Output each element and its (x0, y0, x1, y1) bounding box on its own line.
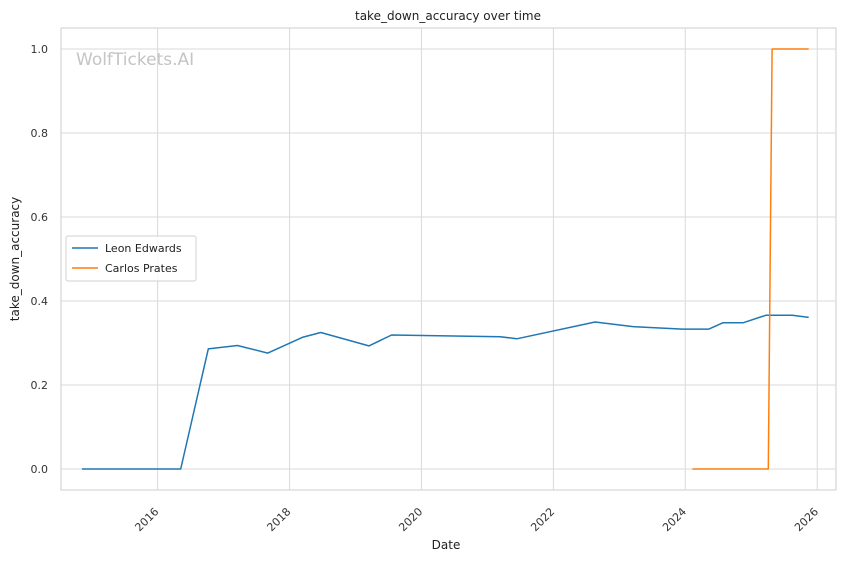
y-tick-label: 0.4 (31, 295, 49, 308)
series-line-carlos-prates (692, 48, 809, 470)
legend-label-leon-edwards: Leon Edwards (105, 242, 182, 255)
x-tick-label: 2026 (792, 505, 821, 534)
chart-title: take_down_accuracy over time (355, 9, 541, 23)
y-tick-label: 0.6 (31, 211, 49, 224)
legend: Leon Edwards Carlos Prates (65, 235, 197, 282)
y-tick-label: 0.0 (31, 463, 49, 476)
x-tick-label: 2020 (396, 505, 425, 534)
x-tick-label: 2024 (660, 505, 689, 534)
y-axis-label: take_down_accuracy (8, 197, 22, 321)
y-tick-label: 0.8 (31, 127, 49, 140)
y-tick-label: 0.2 (31, 379, 49, 392)
x-tick-label: 2022 (528, 505, 557, 534)
x-axis-label: Date (432, 538, 461, 552)
legend-box (65, 235, 197, 282)
x-tick-label: 2016 (132, 505, 161, 534)
x-tick-label: 2018 (264, 505, 293, 534)
series-lines (81, 48, 809, 470)
watermark: WolfTickets.AI (76, 50, 194, 70)
legend-label-carlos-prates: Carlos Prates (105, 262, 178, 275)
series-line-leon-edwards (81, 314, 809, 470)
y-tick-label: 1.0 (31, 43, 49, 56)
